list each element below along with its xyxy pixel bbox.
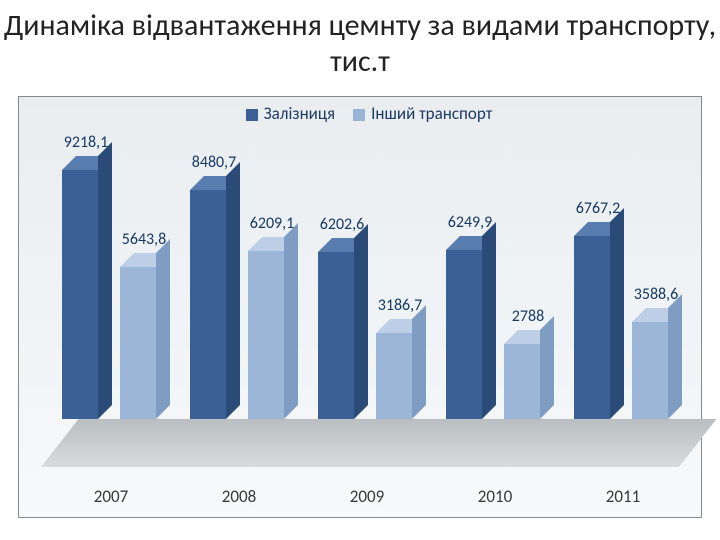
chart-floor: [41, 419, 717, 467]
x-axis-label: 2008: [222, 486, 256, 507]
bar: [632, 322, 668, 419]
bar: [248, 251, 284, 419]
legend-label: Залізниця: [264, 103, 336, 124]
legend-label: Інший транспорт: [371, 103, 492, 124]
bar: [120, 267, 156, 419]
data-label: 6209,1: [250, 214, 295, 233]
bar: [504, 344, 540, 419]
bar: [574, 236, 610, 419]
legend-swatch: [353, 109, 365, 121]
data-label: 3588,6: [634, 285, 679, 304]
x-axis-label: 2011: [606, 486, 640, 507]
data-label: 9218,1: [64, 133, 109, 152]
bar: [446, 250, 482, 419]
data-label: 8480,7: [192, 153, 237, 172]
x-axis-label: 2010: [478, 486, 512, 507]
x-axis-label: 2007: [94, 486, 128, 507]
plot-area: 9218,1 5643,8 8480,7 6209,1 6202,6 3186,7 6249…: [41, 133, 679, 467]
chart-container: Залізниця Інший транспорт 9218,1 5643,8 848…: [18, 96, 702, 518]
x-axis: 2007 2008 2009 2010 2011: [41, 483, 679, 507]
x-axis-label: 2009: [350, 486, 384, 507]
legend-swatch: [246, 109, 258, 121]
data-label: 3186,7: [378, 296, 423, 315]
legend: Залізниця Інший транспорт: [19, 103, 701, 124]
data-label: 6767,2: [576, 199, 621, 218]
data-label: 6249,9: [448, 213, 493, 232]
page-title: Динаміка відвантаження цемнту за видами …: [0, 0, 720, 86]
bar: [190, 190, 226, 419]
data-label: 2788: [512, 307, 544, 326]
bar: [62, 170, 98, 419]
bar: [318, 252, 354, 419]
data-label: 5643,8: [122, 230, 167, 249]
bar: [376, 333, 412, 419]
data-label: 6202,6: [320, 215, 365, 234]
